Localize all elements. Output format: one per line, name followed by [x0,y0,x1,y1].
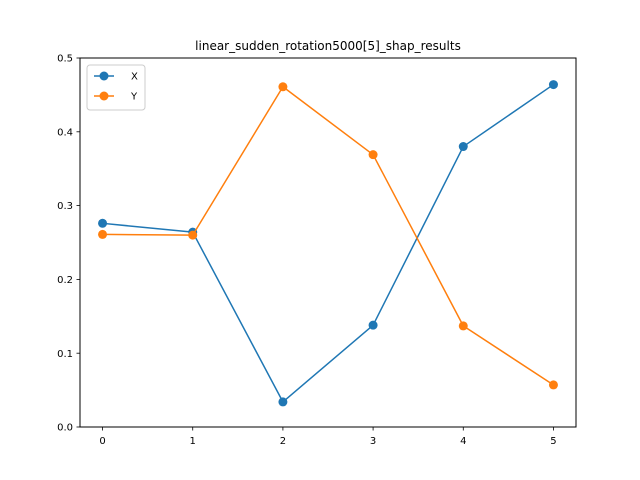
x-tick-label: 4 [460,436,466,447]
x-tick-label: 3 [370,436,376,447]
data-point-y [458,321,468,331]
axis-ticks: 0 1 2 3 4 5 0.0 0.1 0.2 0.3 0.4 0.5 [57,54,557,447]
data-point-x [548,80,558,90]
y-tick-label: 0.3 [57,201,73,212]
legend-label-y: Y [130,92,138,103]
y-tick-label: 0.4 [57,127,73,138]
legend-marker-x [99,71,109,81]
data-point-y [188,230,198,240]
legend-label-x: X [131,72,138,83]
data-point-x [458,142,468,152]
x-tick-label: 2 [280,436,286,447]
x-tick-label: 1 [190,436,196,447]
data-point-y [548,380,558,390]
y-tick-label: 0.5 [57,54,73,65]
axes-frame [79,57,577,428]
series-layer [98,80,558,407]
series-line-x [102,83,554,403]
y-tick-label: 0.2 [57,275,73,286]
y-tick-label: 0.0 [57,423,73,434]
data-point-x [278,397,288,407]
data-point-y [278,82,288,92]
series-line-y [102,86,554,386]
legend: XY [86,64,146,111]
x-tick-label: 0 [99,436,105,447]
x-tick-label: 5 [550,436,556,447]
data-point-x [368,320,378,330]
y-tick-label: 0.1 [57,349,73,360]
data-point-y [98,229,108,239]
data-point-y [368,150,378,160]
data-point-x [98,218,108,228]
chart-title: linear_sudden_rotation5000[5]_shap_resul… [195,39,461,53]
legend-marker-y [99,91,109,101]
